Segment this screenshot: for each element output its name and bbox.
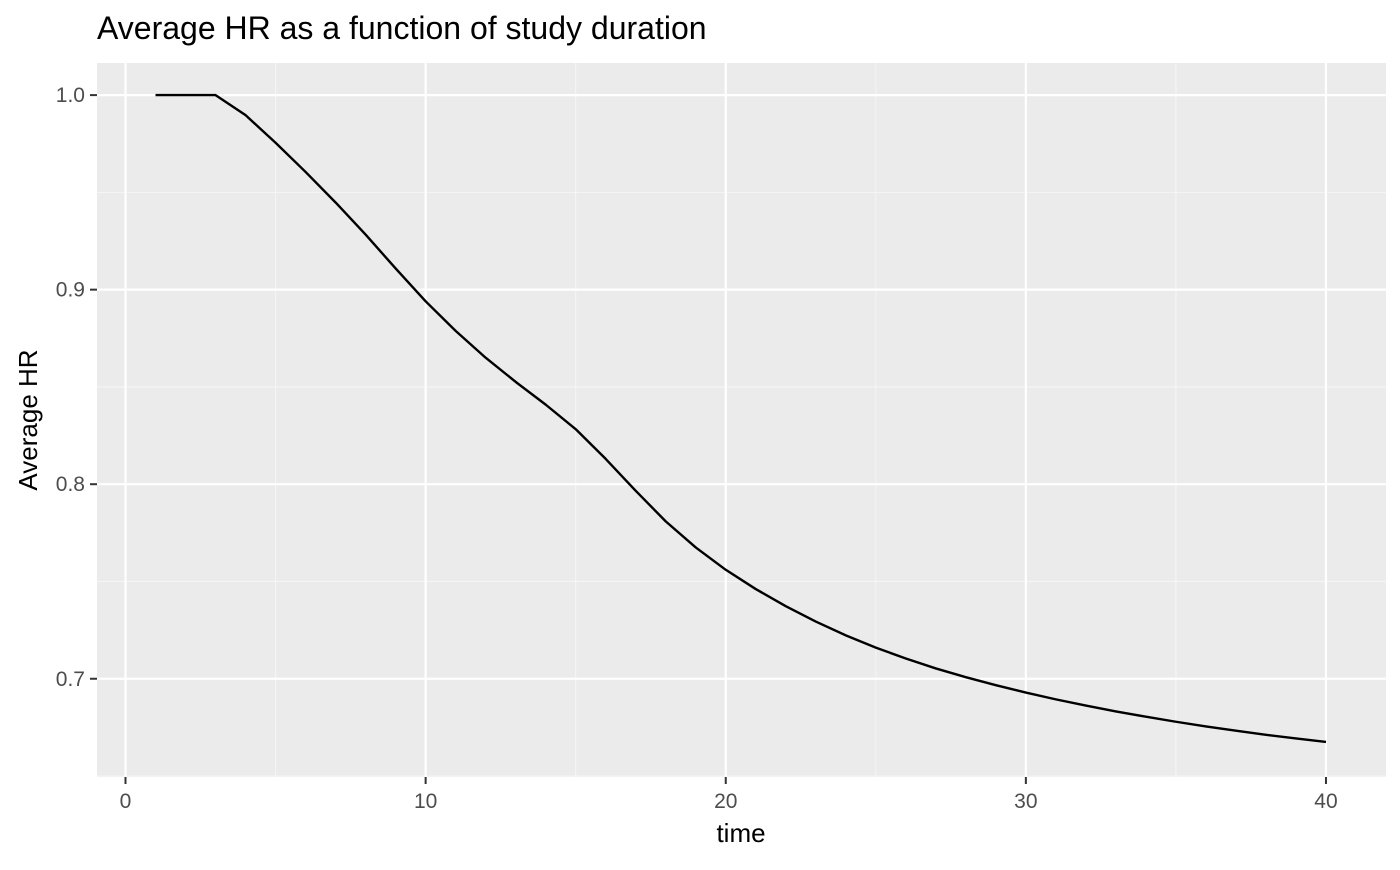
x-tick-label: 30 [1014,790,1037,813]
x-tick-label: 10 [414,790,437,813]
y-axis: 0.7 0.8 0.9 1.0 [56,84,97,691]
y-tick-label: 0.7 [56,668,85,691]
y-axis-title: Average HR [13,349,43,490]
y-tick-label: 0.8 [56,473,85,496]
series-line [155,93,1327,744]
series-layer [155,93,1327,744]
x-tick-label: 20 [714,790,737,813]
y-tick-label: 1.0 [56,84,85,107]
plot-panel [97,63,1386,777]
x-tick-label: 40 [1314,790,1337,813]
major-gridlines [97,63,1386,777]
x-axis: 0 10 20 30 40 [120,777,1338,813]
minor-gridlines [97,63,1386,777]
y-tick-label: 0.9 [56,279,85,302]
x-axis-title: time [716,818,765,848]
x-tick-label: 0 [120,790,132,813]
chart-title: Average HR as a function of study durati… [97,10,707,46]
